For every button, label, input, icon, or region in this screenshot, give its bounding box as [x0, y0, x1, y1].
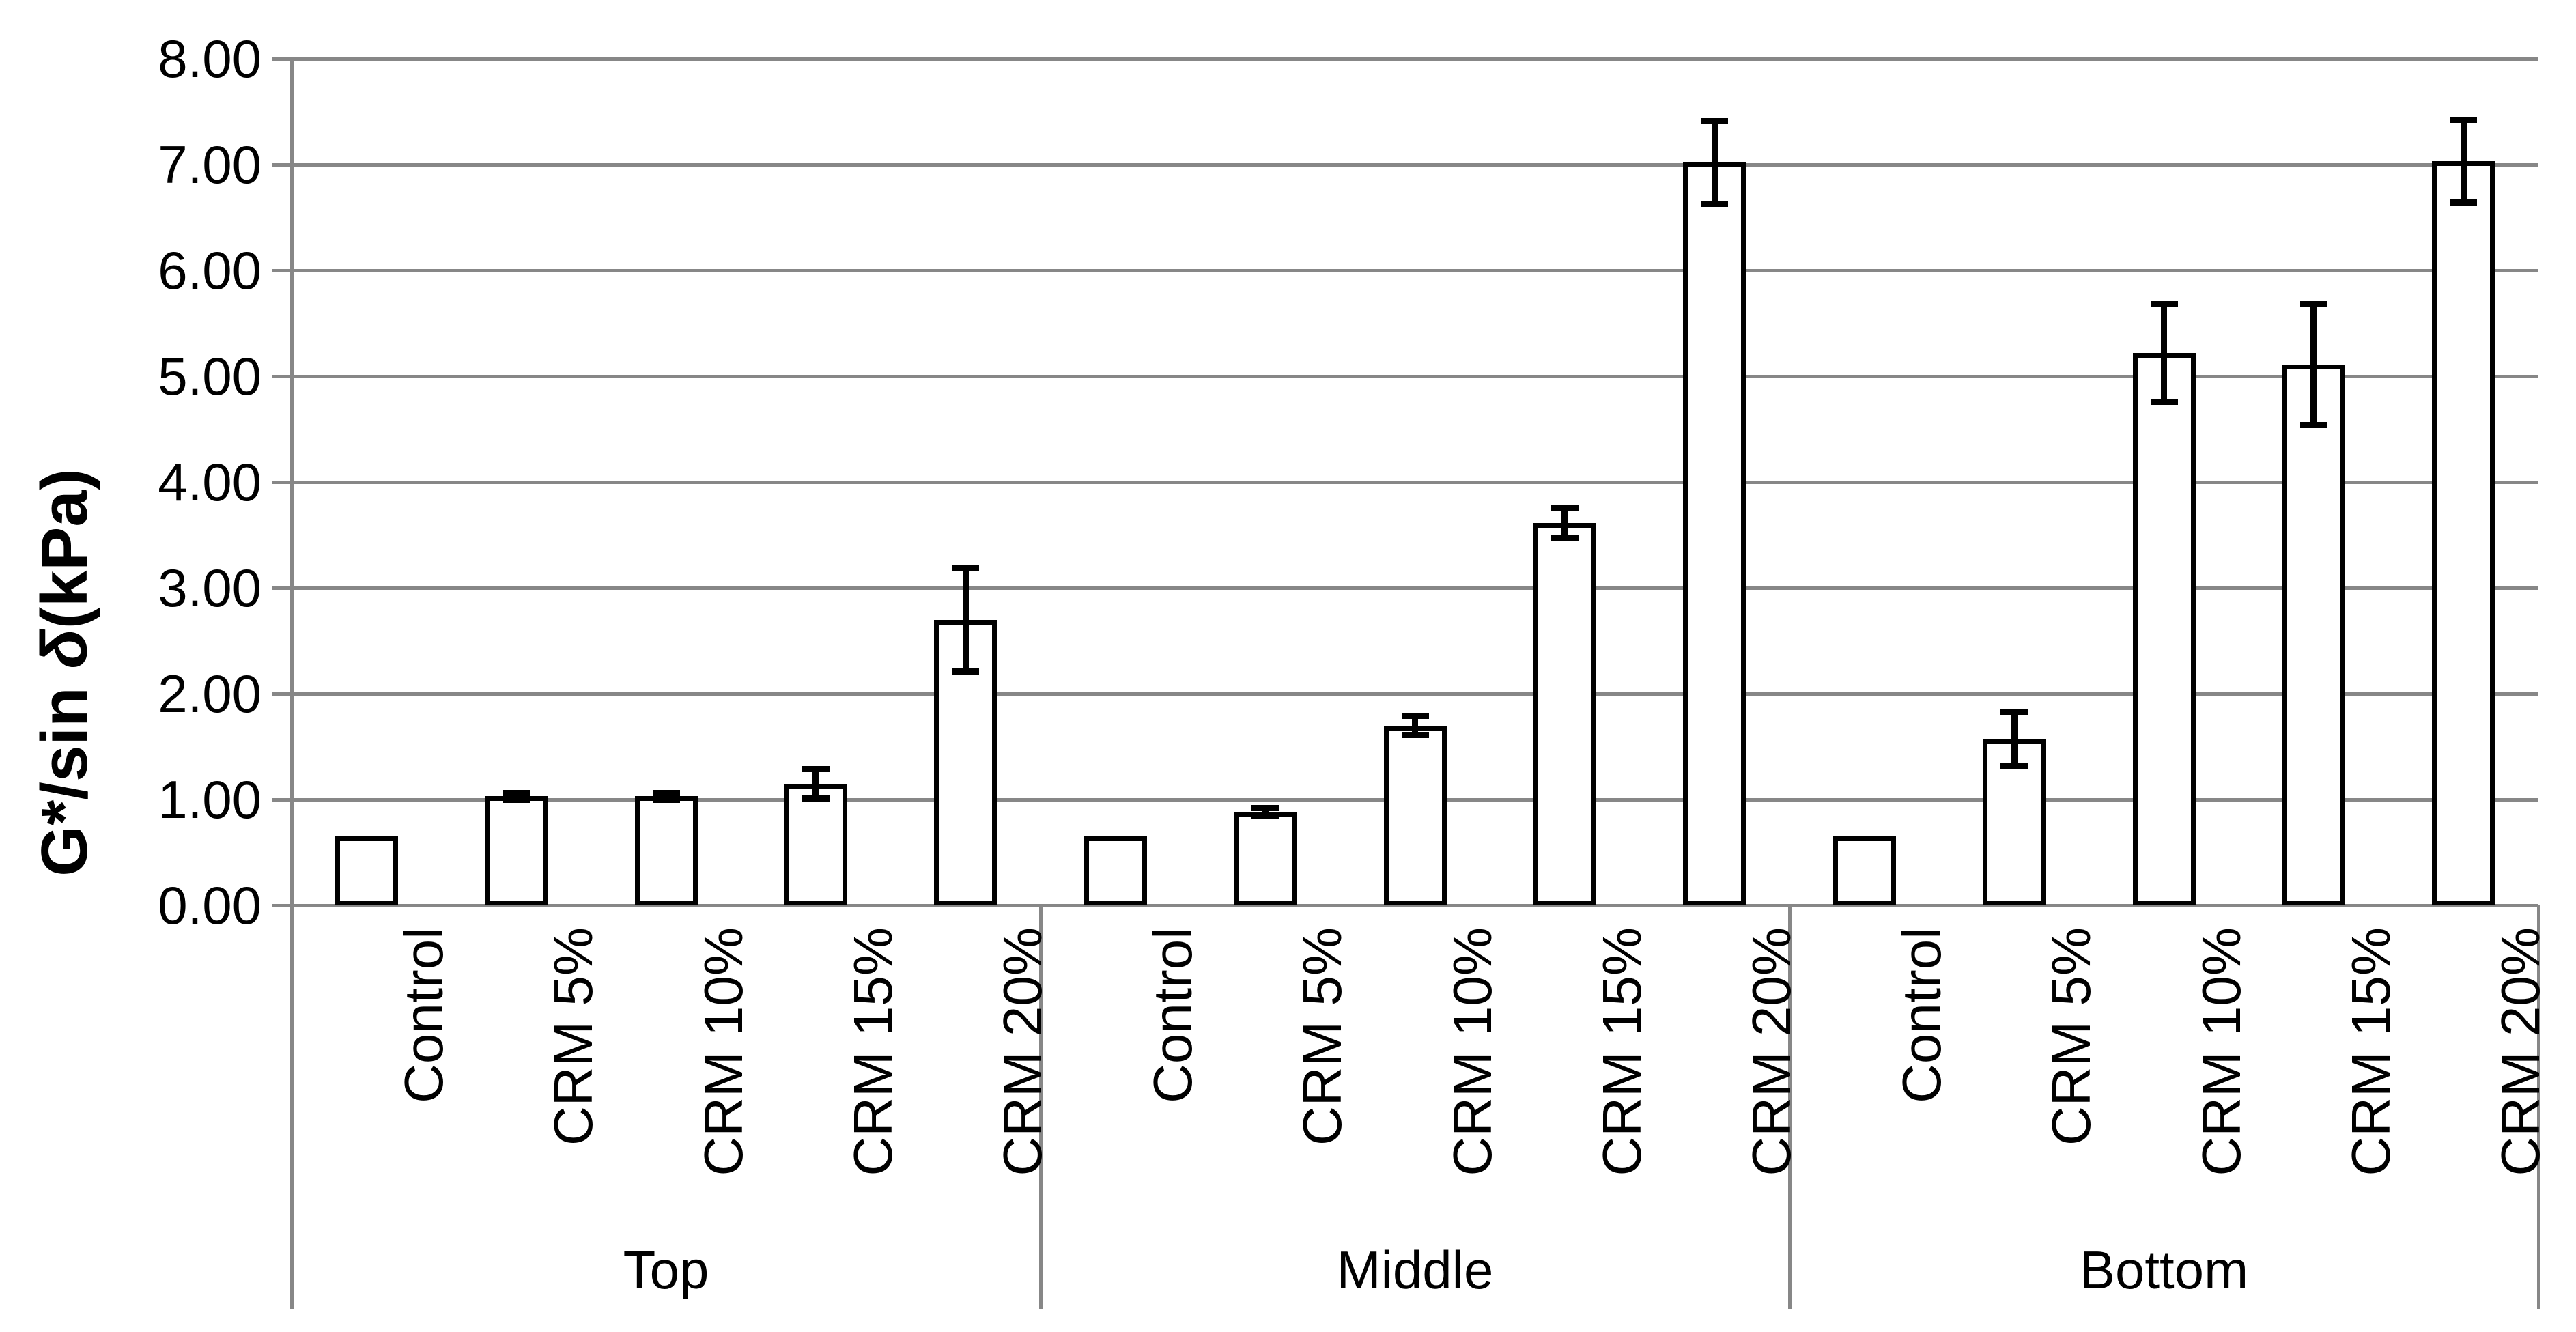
gridline-8.00 [292, 57, 2538, 61]
error-bar-cap-bottom [503, 796, 530, 803]
bar-top-crm-10% [634, 796, 698, 905]
y-tick-label: 3.00 [158, 558, 261, 618]
error-bar [1412, 715, 1418, 735]
bar-top-control [335, 836, 398, 905]
y-tick-mark [272, 374, 292, 378]
error-bar-cap-bottom [2000, 763, 2028, 770]
y-tick-mark [272, 162, 292, 167]
error-bar-cap-bottom [1701, 200, 1729, 207]
x-category-label: CRM 10% [692, 927, 754, 1176]
bar-top-crm-15% [784, 783, 847, 905]
error-bar-cap-bottom [802, 795, 830, 802]
error-bar-cap-bottom [952, 668, 980, 675]
error-bar-cap-top [503, 790, 530, 797]
gridline-3.00 [292, 586, 2538, 590]
error-bar [1711, 121, 1718, 204]
error-bar-cap-top [2299, 301, 2327, 308]
y-tick-label: 1.00 [158, 769, 261, 830]
error-bar [2310, 304, 2317, 425]
error-bar-cap-top [952, 565, 980, 571]
x-category-label: CRM 5% [543, 927, 604, 1146]
error-bar [2460, 119, 2467, 203]
y-tick-mark [272, 903, 292, 907]
y-tick-mark [272, 268, 292, 272]
bar-bottom-crm-10% [2132, 352, 2196, 905]
x-category-label: Control [1891, 927, 1952, 1103]
x-category-label: CRM 15% [1591, 927, 1652, 1176]
error-bar [2161, 304, 2167, 402]
error-bar-cap-bottom [1401, 731, 1429, 738]
gridline-0.00 [292, 903, 2538, 907]
error-bar-cap-top [1401, 713, 1429, 720]
error-bar-cap-bottom [1251, 813, 1279, 820]
y-tick-label: 4.00 [158, 452, 261, 512]
y-tick-mark [272, 480, 292, 484]
bar-middle-crm-10% [1383, 725, 1447, 905]
x-category-label: Control [393, 927, 454, 1103]
y-tick-mark [272, 797, 292, 802]
error-bar-cap-top [2450, 117, 2478, 124]
y-tick-label: 6.00 [158, 240, 261, 300]
x-category-label: CRM 15% [2340, 927, 2401, 1176]
error-bar-cap-top [802, 765, 830, 772]
error-bar-cap-bottom [1551, 535, 1579, 541]
error-bar-cap-bottom [2450, 199, 2478, 206]
gridline-5.00 [292, 374, 2538, 378]
gridline-4.00 [292, 480, 2538, 484]
bar-middle-control [1084, 836, 1147, 905]
y-tick-mark [272, 586, 292, 590]
error-bar-cap-top [2000, 708, 2028, 715]
x-category-label: CRM 10% [2190, 927, 2252, 1176]
y-tick-label: 8.00 [158, 29, 261, 89]
y-tick-mark [272, 57, 292, 61]
x-category-label: CRM 10% [1441, 927, 1503, 1176]
gridline-6.00 [292, 268, 2538, 272]
category-group-separator [2536, 905, 2540, 1309]
error-bar [513, 793, 520, 799]
bar-bottom-control [1832, 836, 1896, 905]
x-group-label-middle: Middle [1336, 1240, 1494, 1300]
y-tick-label: 2.00 [158, 664, 261, 724]
error-bar [1561, 508, 1568, 539]
error-bar [663, 793, 669, 799]
y-tick-label: 7.00 [158, 134, 261, 195]
error-bar [812, 769, 819, 799]
x-group-label-top: Top [623, 1240, 709, 1300]
x-category-label: CRM 5% [2041, 927, 2102, 1146]
x-category-label: CRM 5% [1292, 927, 1353, 1146]
error-bar [2011, 711, 2018, 767]
bar-bottom-crm-20% [2432, 161, 2495, 905]
category-group-separator [1787, 905, 1792, 1309]
error-bar-cap-bottom [652, 796, 680, 803]
bar-bottom-crm-15% [2282, 364, 2345, 905]
bar-top-crm-5% [485, 796, 548, 905]
error-bar-cap-top [1701, 117, 1729, 124]
y-tick-label: 5.00 [158, 346, 261, 406]
x-category-label: CRM 20% [1741, 927, 1802, 1176]
y-tick-label: 0.00 [158, 875, 261, 935]
x-category-label: Control [1142, 927, 1203, 1103]
error-bar-cap-top [652, 790, 680, 797]
error-bar-cap-top [1251, 804, 1279, 811]
x-category-label: CRM 15% [842, 927, 903, 1176]
error-bar-cap-top [2150, 301, 2178, 308]
bar-middle-crm-20% [1683, 162, 1746, 905]
category-group-separator [1038, 905, 1043, 1309]
error-bar-cap-top [1551, 505, 1579, 512]
error-bar [962, 567, 969, 672]
bar-middle-crm-15% [1533, 523, 1596, 905]
x-group-label-bottom: Bottom [2079, 1240, 2249, 1300]
gridline-2.00 [292, 692, 2538, 696]
error-bar [1262, 808, 1269, 817]
error-bar-cap-bottom [2150, 398, 2178, 405]
x-category-label: CRM 20% [2490, 927, 2551, 1176]
gridline-7.00 [292, 162, 2538, 167]
bar-middle-crm-5% [1234, 812, 1297, 905]
y-tick-mark [272, 692, 292, 696]
error-bar-cap-bottom [2299, 421, 2327, 428]
x-category-label: CRM 20% [992, 927, 1053, 1176]
y-axis-line [289, 59, 294, 1309]
